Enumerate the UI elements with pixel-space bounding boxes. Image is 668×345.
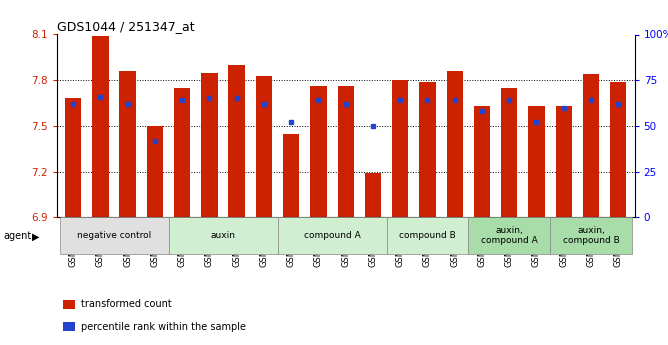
- FancyBboxPatch shape: [59, 217, 168, 254]
- Bar: [256, 76, 272, 217]
- Text: auxin: auxin: [210, 231, 236, 240]
- FancyBboxPatch shape: [468, 217, 550, 254]
- Bar: [201, 72, 218, 217]
- Text: transformed count: transformed count: [81, 299, 172, 309]
- Bar: [474, 106, 490, 217]
- Bar: [556, 106, 572, 217]
- Text: ▶: ▶: [32, 231, 39, 241]
- Bar: [610, 82, 627, 217]
- Bar: [63, 322, 75, 331]
- FancyBboxPatch shape: [277, 217, 387, 254]
- Bar: [528, 106, 544, 217]
- FancyBboxPatch shape: [168, 217, 277, 254]
- Bar: [501, 88, 518, 217]
- Bar: [120, 71, 136, 217]
- Text: GDS1044 / 251347_at: GDS1044 / 251347_at: [57, 20, 194, 33]
- Bar: [365, 173, 381, 217]
- Bar: [310, 86, 327, 217]
- Text: auxin,
compound B: auxin, compound B: [562, 226, 619, 245]
- Bar: [582, 74, 599, 217]
- Bar: [65, 99, 81, 217]
- Text: auxin,
compound A: auxin, compound A: [481, 226, 538, 245]
- Text: percentile rank within the sample: percentile rank within the sample: [81, 322, 246, 332]
- Bar: [337, 86, 354, 217]
- Bar: [420, 82, 436, 217]
- Text: compound A: compound A: [304, 231, 361, 240]
- FancyBboxPatch shape: [387, 217, 468, 254]
- FancyBboxPatch shape: [550, 217, 632, 254]
- Bar: [63, 300, 75, 309]
- Bar: [283, 134, 299, 217]
- Bar: [174, 88, 190, 217]
- Text: negative control: negative control: [77, 231, 151, 240]
- Bar: [392, 80, 408, 217]
- Bar: [228, 65, 245, 217]
- Text: agent: agent: [3, 231, 31, 241]
- Text: compound B: compound B: [399, 231, 456, 240]
- Bar: [446, 71, 463, 217]
- Bar: [147, 126, 163, 217]
- Bar: [92, 36, 109, 217]
